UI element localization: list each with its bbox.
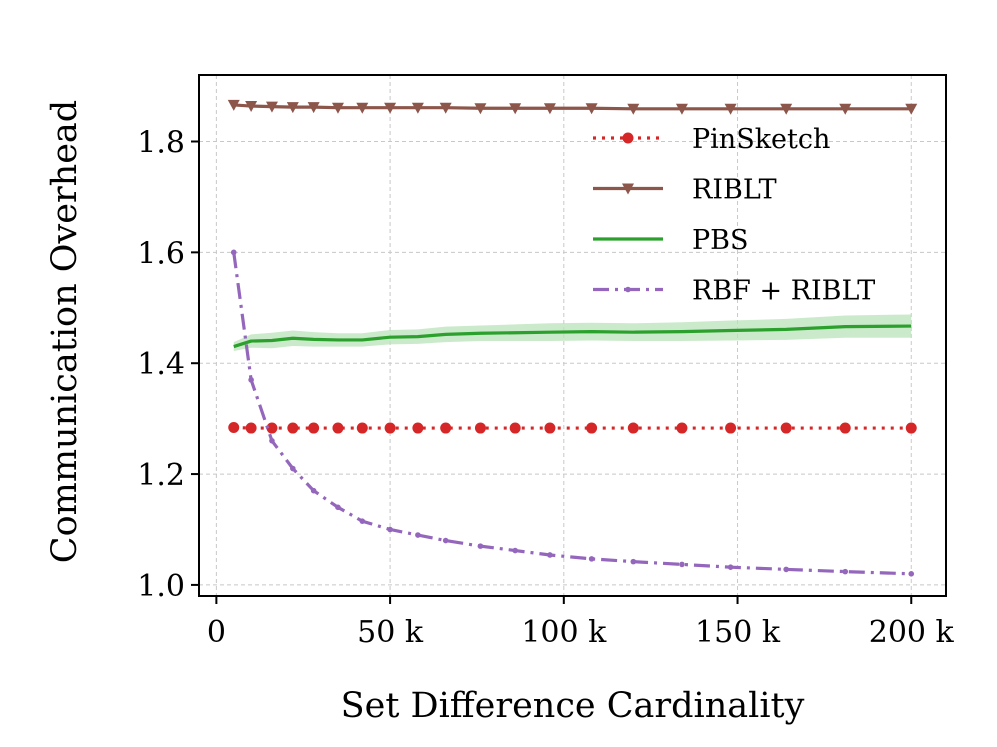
legend-rbf-riblt-marker — [625, 286, 631, 293]
riblt-point — [245, 101, 258, 113]
pinsketch-point — [780, 422, 792, 434]
pinsketch-point — [440, 422, 452, 434]
rbf-riblt-point — [230, 249, 237, 256]
pbs-line — [233, 324, 912, 349]
pinsketch-point — [412, 422, 424, 434]
y-tick-label: 1.0 — [137, 569, 185, 604]
x-tick-label: 0 — [207, 615, 226, 650]
rbf-riblt-point — [679, 561, 685, 568]
rbf-riblt-point — [290, 465, 296, 472]
legend-rbf-riblt-label: RBF + RIBLT — [692, 276, 875, 307]
pinsketch-point — [266, 422, 278, 434]
rbf-riblt-point — [727, 564, 734, 570]
rbf-riblt-point — [335, 504, 341, 511]
riblt-point — [839, 103, 852, 115]
rbf-riblt-point — [477, 543, 484, 549]
y-tick-label: 1.6 — [137, 236, 185, 271]
pinsketch-point — [228, 422, 240, 434]
riblt-point — [307, 102, 320, 114]
pinsketch-point — [676, 422, 688, 434]
rbf-riblt-point — [415, 532, 421, 538]
riblt-point — [439, 102, 452, 114]
plot-area-frame — [198, 74, 947, 597]
rbf-riblt-point — [310, 487, 317, 494]
rbf-riblt-point — [783, 566, 789, 573]
legend: PinSketch RIBLT PBS RBF + RIBLT — [593, 124, 875, 307]
rbf-riblt-point — [387, 526, 393, 533]
legend-pbs-label: PBS — [692, 225, 749, 256]
y-tick-label: 1.2 — [137, 458, 185, 493]
pinsketch-point — [839, 422, 851, 434]
pinsketch-point — [308, 422, 320, 434]
series-pinsketch — [228, 422, 917, 434]
legend-riblt-label: RIBLT — [692, 175, 777, 206]
x-tick-label: 50 k — [357, 615, 424, 650]
axis-ticks: 0 50 k 100 k 150 k 200 k 1.0 1.2 1.4 1.6 1.8 — [137, 126, 954, 650]
pinsketch-point — [544, 422, 556, 434]
rbf-riblt-point — [248, 377, 254, 383]
rbf-riblt-line — [232, 252, 912, 576]
riblt-point — [509, 103, 522, 115]
x-tick-label: 100 k — [521, 615, 607, 650]
series-riblt — [227, 99, 918, 115]
pinsketch-point — [627, 422, 639, 434]
legend-riblt-marker — [622, 183, 634, 195]
series-pbs — [233, 324, 912, 349]
riblt-point — [265, 101, 278, 113]
riblt-point — [585, 103, 598, 115]
riblt-point — [227, 99, 240, 111]
pinsketch-point — [245, 422, 257, 434]
legend-pinsketch-marker — [622, 132, 634, 144]
riblt-point — [411, 102, 424, 114]
pinsketch-point — [332, 422, 344, 434]
y-tick-label: 1.8 — [137, 126, 185, 161]
rbf-riblt-point — [547, 552, 553, 558]
series-lines — [227, 99, 918, 577]
rbf-riblt-point — [269, 438, 275, 444]
riblt-point — [543, 103, 556, 115]
series-rbf-riblt — [230, 249, 915, 577]
x-tick-label: 200 k — [869, 615, 955, 650]
rbf-riblt-point — [442, 537, 449, 544]
riblt-point — [675, 103, 688, 115]
pinsketch-point — [725, 422, 737, 434]
riblt-point — [905, 103, 918, 115]
rbf-riblt-point — [512, 547, 518, 554]
rbf-riblt-point — [842, 568, 849, 575]
pinsketch-point — [356, 422, 368, 434]
riblt-point — [331, 102, 344, 114]
riblt-point — [724, 103, 737, 115]
x-tick-label: 150 k — [695, 615, 781, 650]
pinsketch-point — [586, 422, 598, 434]
riblt-point — [474, 103, 487, 115]
pinsketch-point — [384, 422, 396, 434]
riblt-point — [384, 102, 397, 114]
rbf-riblt-point — [630, 558, 637, 565]
pinsketch-point — [905, 422, 917, 434]
riblt-point — [627, 103, 640, 115]
pinsketch-point — [287, 422, 299, 434]
riblt-point — [780, 103, 793, 115]
riblt-line — [233, 103, 912, 111]
x-axis-label: Set Difference Cardinality — [341, 686, 805, 726]
y-tick-label: 1.4 — [137, 347, 185, 382]
pinsketch-point — [474, 422, 486, 434]
rbf-riblt-point — [359, 518, 366, 524]
y-axis-label: Communication Overhead — [45, 100, 85, 563]
riblt-point — [286, 102, 299, 114]
legend-pinsketch-label: PinSketch — [692, 124, 830, 155]
pinsketch-line — [233, 425, 912, 430]
rbf-riblt-point — [908, 571, 915, 577]
pinsketch-point — [509, 422, 521, 434]
rbf-riblt-point — [588, 556, 595, 562]
riblt-point — [356, 102, 369, 114]
